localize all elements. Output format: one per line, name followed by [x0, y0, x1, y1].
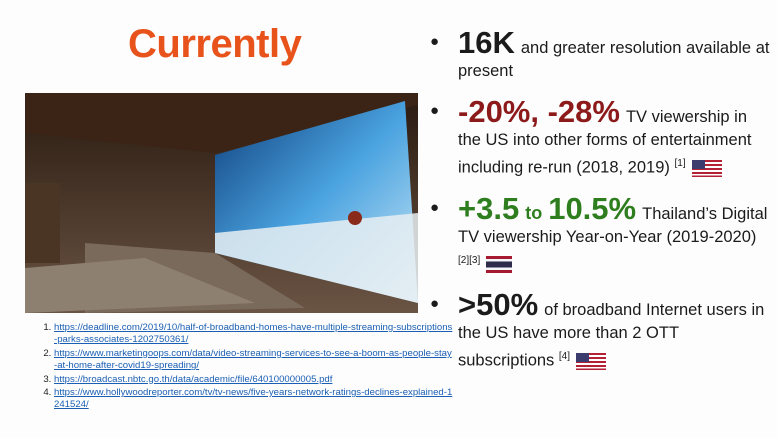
highlight: 10.5%: [548, 190, 637, 226]
reference-link[interactable]: https://www.marketingoops.com/data/video…: [54, 347, 452, 372]
bullet: >50%of broadband Internet users in the U…: [430, 288, 770, 373]
reference: https://broadcast.nbtc.go.th/data/academ…: [54, 374, 454, 386]
highlight: +3.5: [458, 190, 520, 226]
reference: https://www.marketingoops.com/data/video…: [54, 348, 454, 373]
bullet-text: TV viewership in the US into other forms…: [458, 108, 752, 177]
highlight: >50%: [458, 287, 539, 322]
reference-link[interactable]: https://www.hollywoodreporter.com/tv/tv-…: [54, 387, 453, 411]
reference: https://deadline.com/2019/10/half-of-bro…: [54, 322, 454, 347]
bullet-text: and greater resolution available at pres…: [458, 39, 770, 80]
us-flag: [576, 352, 607, 370]
reference-mark: [2][3]: [458, 254, 481, 266]
reference-mark: [4]: [558, 351, 571, 362]
bullet-text: of broadband Internet users in the US ha…: [458, 301, 765, 370]
reference-mark: [1]: [674, 158, 686, 169]
connector: to: [525, 202, 543, 223]
highlight: 16K: [458, 25, 515, 60]
home-theater-photo: [25, 93, 418, 313]
bullet: -20%, -28%TV viewership in the US into o…: [430, 95, 770, 180]
bullet-text: Thailand’s Digital TV viewership Year-on…: [458, 204, 768, 246]
reference-link[interactable]: https://broadcast.nbtc.go.th/data/academ…: [54, 373, 333, 385]
reference-list: https://deadline.com/2019/10/half-of-bro…: [20, 322, 454, 413]
thai-flag: [486, 256, 513, 274]
us-flag: [691, 159, 722, 177]
reference-link[interactable]: https://deadline.com/2019/10/half-of-bro…: [54, 322, 453, 346]
reference: https://www.hollywoodreporter.com/tv/tv-…: [54, 387, 454, 412]
highlight: -20%, -28%: [458, 94, 620, 129]
slide-title: Currently: [128, 22, 302, 66]
